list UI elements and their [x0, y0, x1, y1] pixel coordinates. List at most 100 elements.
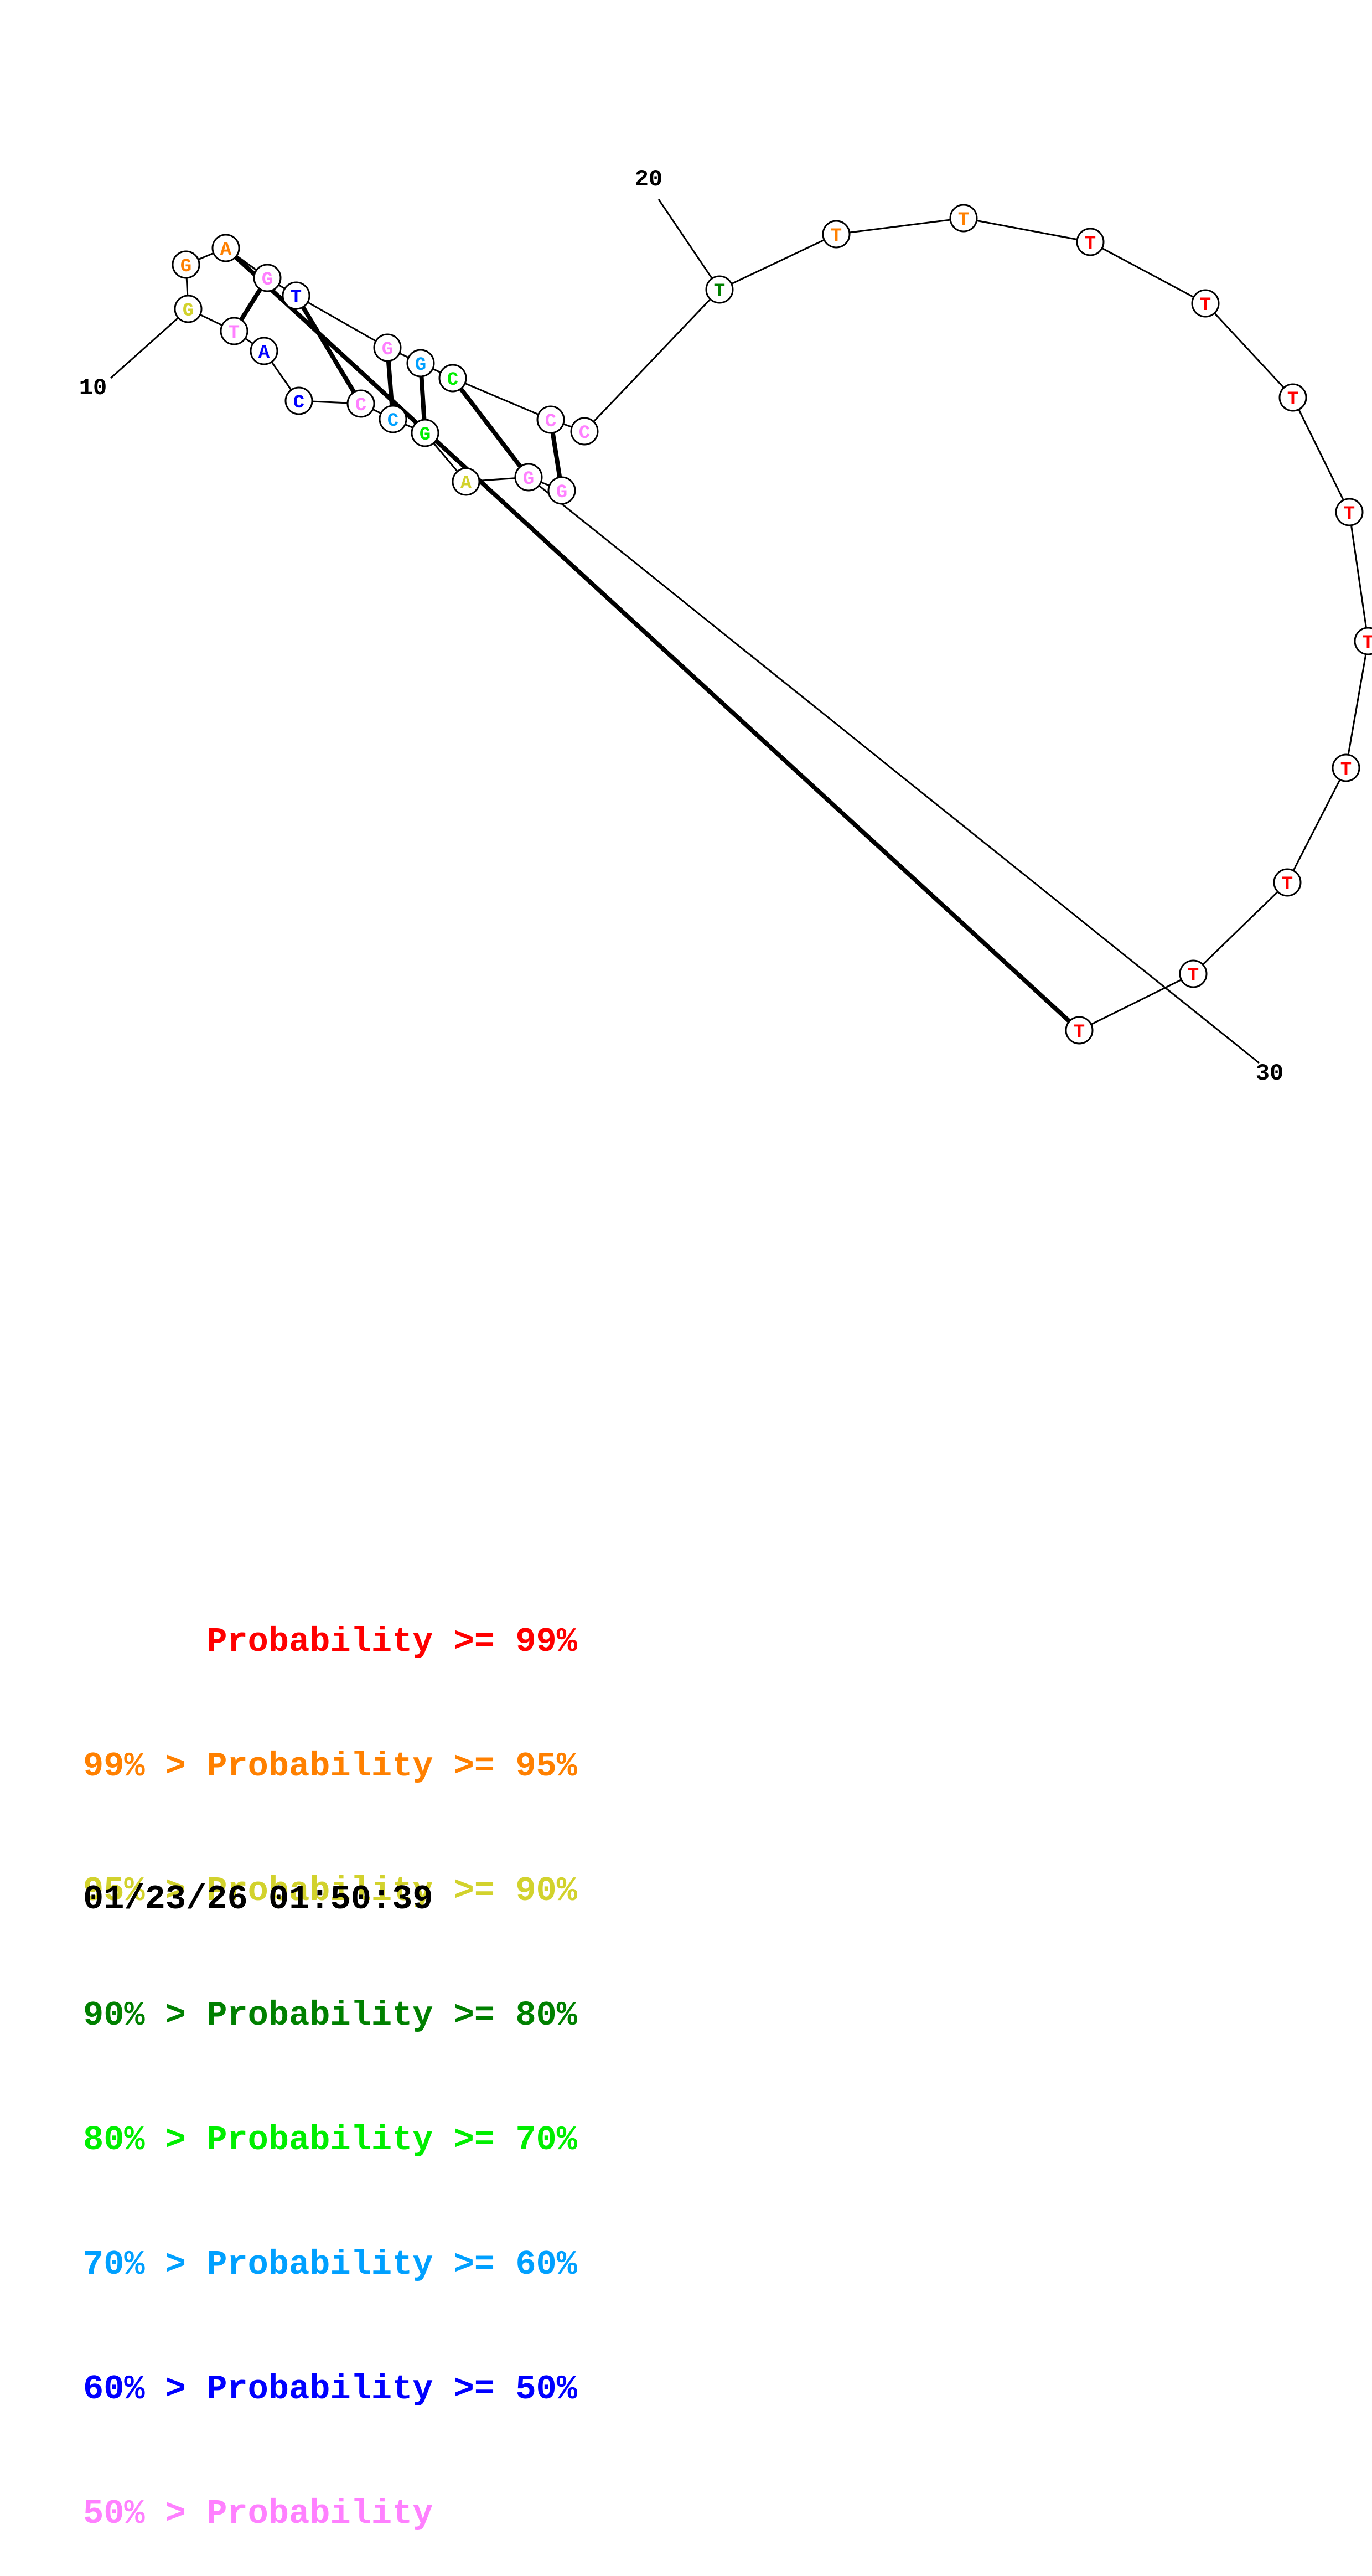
nucleotide-circle [949, 204, 978, 233]
nucleotide-letter: G [523, 469, 534, 490]
nucleotide-letter: C [579, 423, 590, 444]
position-label-line [110, 308, 189, 379]
position-label-line [657, 199, 721, 290]
nucleotide-circle [1179, 959, 1208, 988]
nucleotide-letter: T [1200, 295, 1211, 316]
nucleotide-letter: T [1074, 1022, 1085, 1043]
legend-row-p60: 70% > Probability >= 60% [83, 2245, 577, 2284]
nucleotide-circle [174, 295, 203, 323]
nucleotide: G [406, 349, 435, 378]
nucleotide: T [1278, 383, 1307, 412]
nucleotide-circle [514, 463, 543, 492]
nucleotide-letter: C [293, 393, 304, 414]
nucleotide: G [514, 463, 543, 492]
nucleotide-circle [282, 281, 310, 310]
nucleotide-letter: G [183, 301, 194, 322]
nucleotide: A [211, 234, 240, 262]
nucleotide: T [822, 220, 851, 249]
nucleotide: G [547, 476, 576, 505]
position-labels: 10 20 30 [79, 166, 1283, 1087]
nucleotide: C [536, 405, 565, 434]
nucleotide: C [284, 386, 313, 415]
nucleotide-letter: C [447, 370, 458, 391]
nucleotide-circle [346, 389, 375, 418]
nucleotide-circle [253, 264, 282, 292]
probability-legend: Probability >= 99% 99% > Probability >= … [83, 1538, 577, 2576]
nucleotide-letter: T [1287, 389, 1298, 410]
nucleotide: T [1191, 289, 1220, 318]
nucleotide-circle [452, 467, 480, 496]
nucleotide-letter: T [831, 226, 842, 247]
backbone-link [963, 217, 1091, 243]
nucleotide-circle [547, 476, 576, 505]
backbone-links [185, 217, 1369, 1031]
nucleotide-circle [284, 386, 313, 415]
nucleotide-letter: C [387, 411, 398, 432]
nucleotide: T [1332, 753, 1360, 782]
nucleotide-circle [1335, 498, 1364, 526]
nucleotide-letter: C [545, 411, 556, 432]
backbone-link [1192, 881, 1288, 975]
nucleotide-letter: G [180, 256, 191, 277]
base-pair-bond [294, 294, 363, 405]
nucleotide-circle [822, 220, 851, 249]
nucleotide-letter: T [1340, 760, 1352, 781]
nucleotide-circle [705, 275, 734, 304]
timestamp: 01/23/26 01:50:39 [83, 1880, 433, 1919]
position-label: 30 [1256, 1060, 1283, 1087]
nucleotide-letter: A [220, 240, 232, 261]
backbone-link [836, 217, 964, 235]
nucleotide-letter: T [714, 281, 725, 302]
nucleotide-circle [373, 333, 402, 362]
nucleotide-circle [172, 250, 200, 279]
base-pair-bond [224, 246, 1081, 1032]
backbone-link [452, 377, 551, 421]
base-pair-bonds [224, 246, 1081, 1032]
nucleotide-letter: T [1188, 966, 1199, 987]
backbone-link [1292, 397, 1350, 513]
nucleotide: T [220, 317, 248, 345]
nucleotide: C [346, 389, 375, 418]
nucleotide: T [1354, 627, 1372, 655]
nucleotide-circle [1076, 228, 1105, 256]
nucleotide-letter: A [460, 473, 472, 494]
nucleotide: T [949, 204, 978, 233]
position-label-line [528, 476, 1260, 1064]
nucleotide-circle [379, 405, 407, 433]
nucleotide: T [1335, 498, 1364, 526]
nucleotide-circle [570, 417, 599, 446]
nucleotide: T [1076, 228, 1105, 256]
position-label: 10 [79, 375, 107, 401]
position-label-lines [110, 199, 1260, 1064]
nucleotide-letter: T [958, 210, 969, 231]
nucleotide-circle [1332, 753, 1360, 782]
position-label: 20 [635, 166, 662, 193]
backbone-link [1204, 302, 1294, 399]
nucleotide: T [282, 281, 310, 310]
nucleotide: G [411, 419, 439, 447]
legend-row-p99: Probability >= 99% [83, 1622, 577, 1661]
legend-row-p95: 99% > Probability >= 95% [83, 1747, 577, 1786]
backbone-link [1348, 512, 1369, 642]
nucleotide-circle [250, 337, 278, 365]
backbone-link [719, 233, 837, 291]
nucleotide: G [172, 250, 200, 279]
nucleotide-circle [220, 317, 248, 345]
backbone-link [1286, 767, 1347, 883]
nucleotide: T [705, 275, 734, 304]
nucleotide: G [373, 333, 402, 362]
nucleotide-circle [1354, 627, 1372, 655]
legend-row-p80: 90% > Probability >= 80% [83, 1996, 577, 2035]
nucleotide: T [1273, 868, 1302, 897]
nucleotide: C [438, 364, 467, 393]
nucleotide-circle [438, 364, 467, 393]
nucleotide: G [253, 264, 282, 292]
nucleotide-letter: G [262, 270, 273, 291]
legend-row-p50: 60% > Probability >= 50% [83, 2369, 577, 2409]
nucleotide: A [250, 337, 278, 365]
base-pair-bond [451, 376, 531, 479]
nucleotide-letter: G [420, 425, 431, 446]
nucleotide-circle [536, 405, 565, 434]
legend-row-p70: 80% > Probability >= 70% [83, 2120, 577, 2160]
